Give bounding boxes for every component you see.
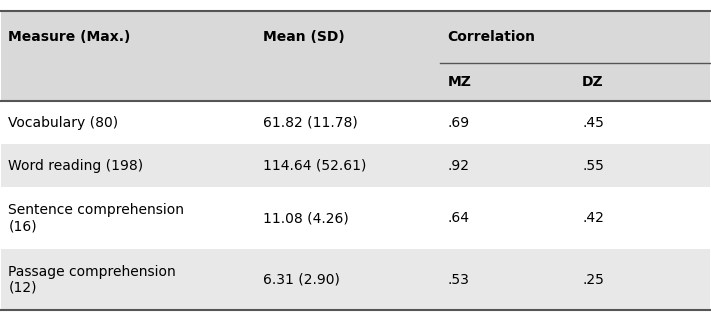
Text: .92: .92 xyxy=(447,159,469,173)
Text: Measure (Max.): Measure (Max.) xyxy=(9,30,131,44)
Text: .64: .64 xyxy=(447,211,469,225)
Text: 11.08 (4.26): 11.08 (4.26) xyxy=(264,211,349,225)
Text: 114.64 (52.61): 114.64 (52.61) xyxy=(264,159,367,173)
Bar xyxy=(1,11,710,63)
Text: .25: .25 xyxy=(582,273,604,287)
Text: DZ: DZ xyxy=(582,75,604,89)
Text: .55: .55 xyxy=(582,159,604,173)
Text: .69: .69 xyxy=(447,116,470,130)
Bar xyxy=(1,63,710,101)
Text: Word reading (198): Word reading (198) xyxy=(9,159,144,173)
Text: Correlation: Correlation xyxy=(447,30,535,44)
Text: .45: .45 xyxy=(582,116,604,130)
Text: 6.31 (2.90): 6.31 (2.90) xyxy=(264,273,341,287)
Text: .53: .53 xyxy=(447,273,469,287)
Bar xyxy=(1,188,710,249)
Bar xyxy=(1,249,710,310)
Text: .42: .42 xyxy=(582,211,604,225)
Text: 61.82 (11.78): 61.82 (11.78) xyxy=(264,116,358,130)
Text: Sentence comprehension
(16): Sentence comprehension (16) xyxy=(9,203,184,233)
Text: Mean (SD): Mean (SD) xyxy=(264,30,345,44)
Text: MZ: MZ xyxy=(447,75,471,89)
Bar xyxy=(1,144,710,188)
Bar xyxy=(1,101,710,144)
Text: Passage comprehension
(12): Passage comprehension (12) xyxy=(9,265,176,295)
Text: Vocabulary (80): Vocabulary (80) xyxy=(9,116,119,130)
